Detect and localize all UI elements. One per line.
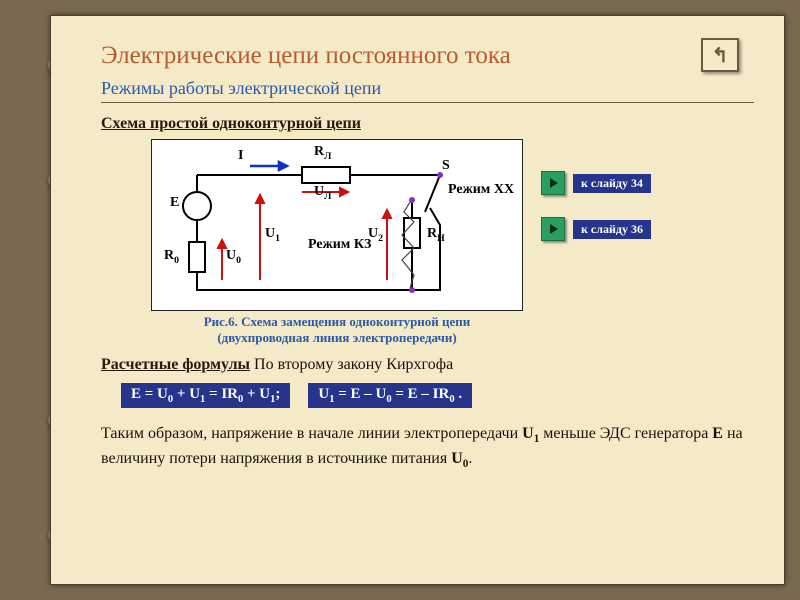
circuit-diagram: I RЛ UЛ S Режим XX E U1 Режим КЗ U2 RН R… [151,139,523,311]
section-schema-title: Схема простой одноконтурной цепи [101,115,361,133]
label-I: I [238,148,243,164]
label-U0: U0 [226,248,241,266]
label-modeXX: Режим XX [448,182,514,198]
link-label: к слайду 36 [573,220,651,239]
link-slide-34[interactable]: к слайду 34 [541,171,651,195]
conclusion-text: Таким образом, напряжение в начале линии… [101,422,754,474]
label-RL: RЛ [314,144,331,162]
label-UL: UЛ [314,184,331,202]
page-title: Электрические цепи постоянного тока [101,42,754,70]
content-row: I RЛ UЛ S Режим XX E U1 Режим КЗ U2 RН R… [101,133,754,347]
label-U1: U1 [265,226,280,244]
label-U2: U2 [368,226,383,244]
slide: ↰ Электрические цепи постоянного тока Ре… [50,15,785,585]
label-R0: R0 [164,248,179,266]
formulas-section: Расчетные формулы По второму закону Кирх… [101,353,754,377]
formula-2: U1 = E – U0 = E – IR0 . [308,383,472,408]
play-icon [541,217,565,241]
side-links: к слайду 34 к слайду 36 [541,171,651,241]
play-icon [541,171,565,195]
label-RN: RН [427,226,445,244]
label-modeKZ: Режим КЗ [308,237,371,253]
section-formulas-tail: По второму закону Кирхгофа [250,356,453,373]
formula-1: E = U0 + U1 = IR0 + U1; [121,383,290,408]
page-subtitle: Режимы работы электрической цепи [101,78,754,103]
diagram-caption: Рис.6. Схема замещения одноконтурной цеп… [151,314,523,347]
formula-row: E = U0 + U1 = IR0 + U1; U1 = E – U0 = E … [121,383,754,408]
link-slide-36[interactable]: к слайду 36 [541,217,651,241]
label-E: E [170,195,179,211]
back-nav-button[interactable]: ↰ [701,38,739,72]
label-S: S [442,158,450,174]
back-icon: ↰ [712,43,729,68]
link-label: к слайду 34 [573,174,651,193]
section-formulas-title: Расчетные формулы [101,353,250,377]
